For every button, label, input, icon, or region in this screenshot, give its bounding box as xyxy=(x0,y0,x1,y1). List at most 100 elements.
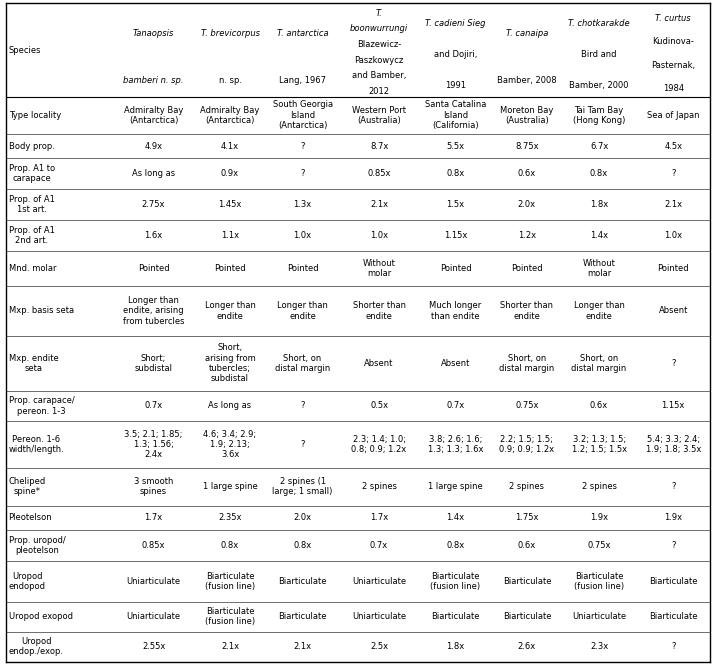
Text: 1.9x: 1.9x xyxy=(664,513,682,523)
Text: Prop. uropod/
pleotelson: Prop. uropod/ pleotelson xyxy=(9,536,65,555)
Text: Mxp. endite
seta: Mxp. endite seta xyxy=(9,354,58,373)
Text: 0.6x: 0.6x xyxy=(518,170,536,178)
Text: Mnd. molar: Mnd. molar xyxy=(9,264,56,273)
Text: Biarticulate
(fusion line): Biarticulate (fusion line) xyxy=(205,607,255,626)
Text: 2.3; 1.4; 1.0;
0.8; 0.9; 1.2x: 2.3; 1.4; 1.0; 0.8; 0.9; 1.2x xyxy=(352,435,407,454)
Text: 2 spines: 2 spines xyxy=(509,482,544,491)
Text: 2.1x: 2.1x xyxy=(221,642,239,651)
Text: 1.9x: 1.9x xyxy=(590,513,608,523)
Text: Body prop.: Body prop. xyxy=(9,142,54,151)
Text: 0.8x: 0.8x xyxy=(446,170,465,178)
Text: 2012: 2012 xyxy=(369,86,390,96)
Text: 4.5x: 4.5x xyxy=(664,142,682,151)
Text: and Dojiri,: and Dojiri, xyxy=(434,50,478,59)
Text: 1984: 1984 xyxy=(662,84,684,93)
Text: Uniarticulate: Uniarticulate xyxy=(572,612,626,621)
Text: 2 spines (1
large; 1 small): 2 spines (1 large; 1 small) xyxy=(272,477,333,497)
Text: 3 smooth
spines: 3 smooth spines xyxy=(134,477,173,497)
Text: ?: ? xyxy=(671,170,675,178)
Text: As long as: As long as xyxy=(208,402,251,410)
Text: 8.7x: 8.7x xyxy=(370,142,388,151)
Text: Pointed: Pointed xyxy=(214,264,246,273)
Text: Biarticulate
(fusion line): Biarticulate (fusion line) xyxy=(205,572,255,591)
Text: Cheliped
spine*: Cheliped spine* xyxy=(9,477,46,497)
Text: 1.0x: 1.0x xyxy=(294,231,311,240)
Text: 1.6x: 1.6x xyxy=(145,231,163,240)
Text: ?: ? xyxy=(671,359,675,368)
Text: 4.9x: 4.9x xyxy=(145,142,163,151)
Text: Biarticulate: Biarticulate xyxy=(503,612,551,621)
Text: 0.75x: 0.75x xyxy=(516,402,538,410)
Text: 1 large spine: 1 large spine xyxy=(203,482,258,491)
Text: T.: T. xyxy=(376,9,382,18)
Text: Absent: Absent xyxy=(441,359,470,368)
Text: 2 spines: 2 spines xyxy=(362,482,397,491)
Text: 1.7x: 1.7x xyxy=(370,513,388,523)
Text: Type locality: Type locality xyxy=(9,111,61,120)
Text: 0.85x: 0.85x xyxy=(367,170,391,178)
Text: Mxp. basis seta: Mxp. basis seta xyxy=(9,307,74,315)
Text: 2.1x: 2.1x xyxy=(664,200,682,209)
Text: As long as: As long as xyxy=(132,170,175,178)
Text: Pointed: Pointed xyxy=(137,264,170,273)
Text: 2.1x: 2.1x xyxy=(294,642,311,651)
Text: 3.2; 1.3; 1.5;
1.2; 1.5; 1.5x: 3.2; 1.3; 1.5; 1.2; 1.5; 1.5x xyxy=(571,435,626,454)
Text: boonwurrungi: boonwurrungi xyxy=(350,25,408,33)
Text: T. canaipa: T. canaipa xyxy=(505,29,548,38)
Text: 1.75x: 1.75x xyxy=(516,513,538,523)
Text: 0.8x: 0.8x xyxy=(221,541,239,550)
Text: Biarticulate: Biarticulate xyxy=(503,577,551,586)
Text: Shorter than
endite: Shorter than endite xyxy=(352,301,405,321)
Text: 3.5; 2.1; 1.85;
1.3; 1.56;
2.4x: 3.5; 2.1; 1.85; 1.3; 1.56; 2.4x xyxy=(125,430,183,460)
Text: Pleotelson: Pleotelson xyxy=(9,513,52,523)
Text: 0.7x: 0.7x xyxy=(145,402,163,410)
Text: 1.0x: 1.0x xyxy=(370,231,388,240)
Text: Absent: Absent xyxy=(364,359,394,368)
Text: Longer than
endite, arising
from tubercles: Longer than endite, arising from tubercl… xyxy=(123,296,184,326)
Text: 0.7x: 0.7x xyxy=(370,541,388,550)
Text: Shorter than
endite: Shorter than endite xyxy=(500,301,553,321)
Text: 0.85x: 0.85x xyxy=(142,541,165,550)
Text: 1.45x: 1.45x xyxy=(218,200,242,209)
Text: 2.55x: 2.55x xyxy=(142,642,165,651)
Text: Species: Species xyxy=(9,45,41,55)
Text: 1.5x: 1.5x xyxy=(447,200,465,209)
Text: 2.5x: 2.5x xyxy=(370,642,388,651)
Text: 1.2x: 1.2x xyxy=(518,231,536,240)
Text: T. curtus: T. curtus xyxy=(655,14,691,23)
Text: Admiralty Bay
(Antarctica): Admiralty Bay (Antarctica) xyxy=(124,106,183,125)
Text: 1.4x: 1.4x xyxy=(590,231,608,240)
Text: ?: ? xyxy=(300,142,305,151)
Text: 2.1x: 2.1x xyxy=(370,200,388,209)
Text: Short, on
distal margin: Short, on distal margin xyxy=(275,354,330,373)
Text: ?: ? xyxy=(300,440,305,449)
Text: Biarticulate: Biarticulate xyxy=(431,612,480,621)
Text: Bird and: Bird and xyxy=(581,50,617,59)
Text: Short, on
distal margin: Short, on distal margin xyxy=(571,354,626,373)
Text: Uropod
endopod: Uropod endopod xyxy=(9,572,46,591)
Text: Biarticulate: Biarticulate xyxy=(279,577,326,586)
Text: Tai Tam Bay
(Hong Kong): Tai Tam Bay (Hong Kong) xyxy=(573,106,625,125)
Text: Prop. A1 to
carapace: Prop. A1 to carapace xyxy=(9,164,54,184)
Text: Prop. of A1
1st art.: Prop. of A1 1st art. xyxy=(9,195,54,214)
Text: Short,
arising from
tubercles;
subdistal: Short, arising from tubercles; subdistal xyxy=(205,343,256,384)
Text: Prop. of A1
2nd art.: Prop. of A1 2nd art. xyxy=(9,226,54,245)
Text: Lang, 1967: Lang, 1967 xyxy=(279,76,326,85)
Text: Uniarticulate: Uniarticulate xyxy=(127,577,180,586)
Text: Biarticulate: Biarticulate xyxy=(279,612,326,621)
Text: 4.6; 3.4; 2.9;
1.9; 2.13;
3.6x: 4.6; 3.4; 2.9; 1.9; 2.13; 3.6x xyxy=(203,430,256,460)
Text: 0.7x: 0.7x xyxy=(446,402,465,410)
Text: ?: ? xyxy=(671,642,675,651)
Text: 2.35x: 2.35x xyxy=(218,513,242,523)
Text: 0.8x: 0.8x xyxy=(294,541,311,550)
Text: Pointed: Pointed xyxy=(440,264,471,273)
Text: and Bamber,: and Bamber, xyxy=(352,71,406,80)
Text: 0.6x: 0.6x xyxy=(590,402,608,410)
Text: Prop. carapace/
pereon. 1-3: Prop. carapace/ pereon. 1-3 xyxy=(9,396,74,416)
Text: Without
molar: Without molar xyxy=(583,259,616,278)
Text: Longer than
endite: Longer than endite xyxy=(574,301,624,321)
Text: 2.0x: 2.0x xyxy=(518,200,536,209)
Text: Uropod
endop./exop.: Uropod endop./exop. xyxy=(9,637,64,656)
Text: Pereon. 1-6
width/length.: Pereon. 1-6 width/length. xyxy=(9,435,64,454)
Text: Tanaopsis: Tanaopsis xyxy=(133,29,174,38)
